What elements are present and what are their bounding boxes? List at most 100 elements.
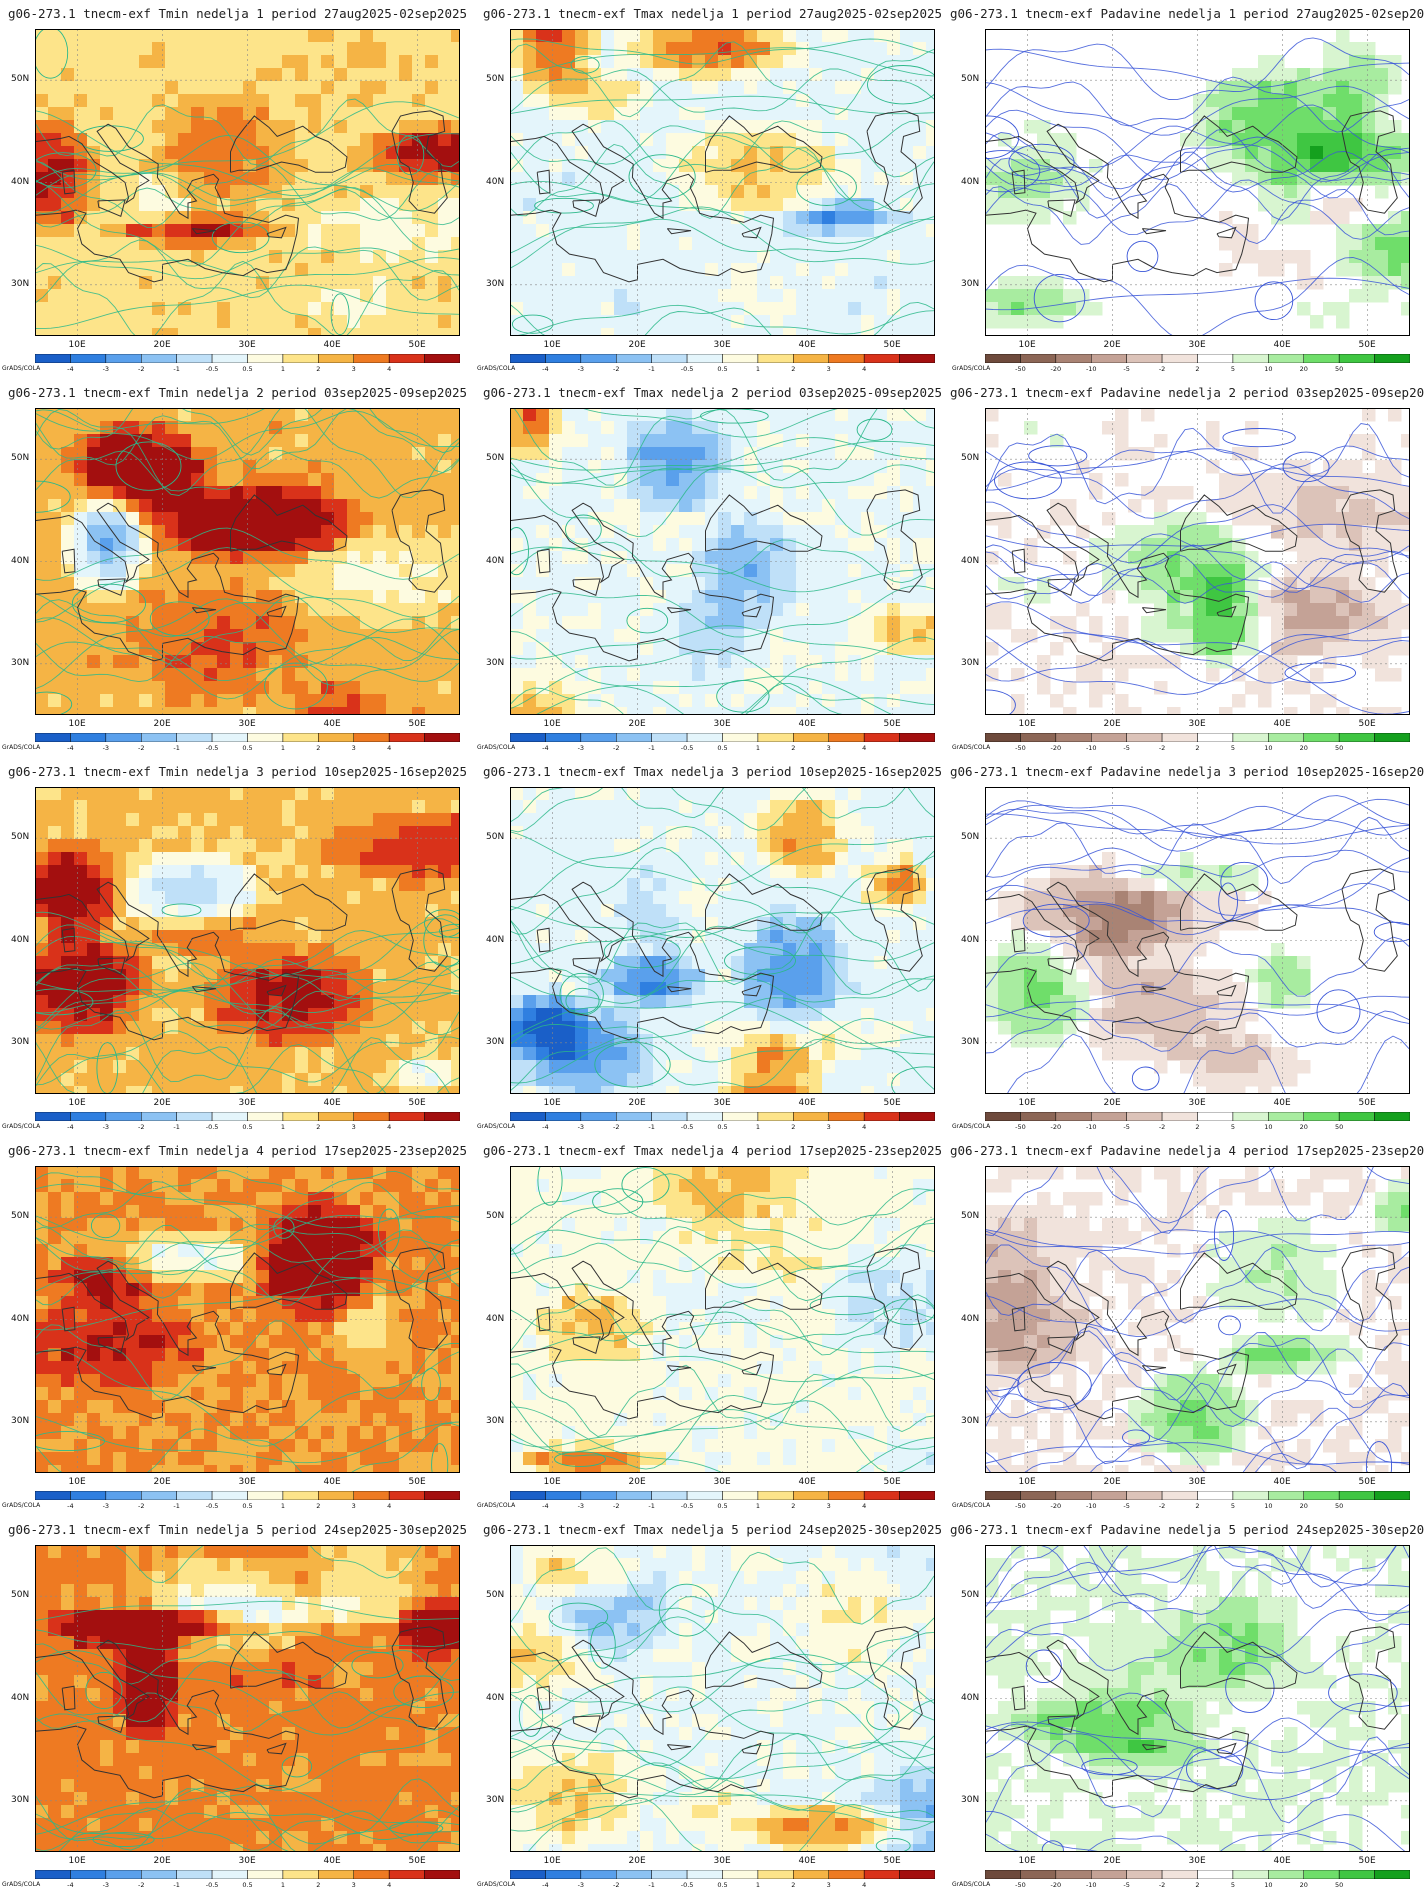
colorbar-swatch bbox=[863, 1112, 900, 1121]
colorbar-swatch bbox=[686, 1112, 723, 1121]
colorbar-tick: -3 bbox=[577, 1881, 585, 1889]
colorbar-tick: 3 bbox=[351, 1881, 356, 1889]
colorbar-swatch bbox=[722, 1491, 759, 1500]
lat-label: 50N bbox=[961, 453, 980, 464]
colorbar-swatch bbox=[1232, 733, 1269, 742]
colorbar-tick: 0.5 bbox=[717, 1123, 728, 1131]
colorbar-tick: 2 bbox=[791, 1123, 796, 1131]
lon-label: 30E bbox=[238, 1477, 256, 1487]
colorbar-tick: 3 bbox=[826, 1502, 831, 1510]
colorbar-tick: 1 bbox=[755, 1881, 760, 1889]
colorbar-swatch bbox=[1091, 1112, 1127, 1121]
colorbar-swatch bbox=[318, 733, 355, 742]
colorbar-swatch bbox=[282, 1491, 319, 1500]
colorbar-swatch bbox=[1126, 1112, 1163, 1121]
colorbar-swatch bbox=[616, 354, 652, 363]
coastline bbox=[391, 489, 448, 593]
colorbar-tick: -4 bbox=[67, 1502, 74, 1510]
lon-label: 40E bbox=[1273, 1477, 1291, 1487]
grads-brand: GrADS/COLA bbox=[952, 1881, 991, 1888]
grads-brand: GrADS/COLA bbox=[2, 1502, 41, 1509]
coastline bbox=[1011, 1685, 1026, 1711]
colorbar-tick: 10 bbox=[1264, 1123, 1273, 1131]
anomaly-map bbox=[510, 408, 935, 715]
lon-label: 10E bbox=[1018, 719, 1036, 729]
coastline bbox=[572, 578, 601, 596]
colorbar-swatch bbox=[828, 354, 865, 363]
colorbar bbox=[510, 1870, 935, 1879]
colorbar-swatch bbox=[353, 1870, 390, 1879]
coastline bbox=[191, 607, 217, 614]
colorbar-swatch bbox=[1020, 354, 1057, 363]
colorbar-tick: -3 bbox=[102, 1881, 110, 1889]
colorbar-swatch bbox=[1161, 1491, 1198, 1500]
panel-title: g06-273.1 tnecm-exf Tmax nedelja 4 perio… bbox=[482, 1143, 943, 1158]
lat-label: 50N bbox=[11, 1590, 30, 1601]
colorbar-tick: 0.5 bbox=[242, 1881, 253, 1889]
map-frame bbox=[985, 29, 1410, 336]
coastline bbox=[572, 199, 601, 217]
colorbar-swatch bbox=[793, 1112, 830, 1121]
coastline bbox=[572, 957, 601, 975]
colorbar-tick: 3 bbox=[826, 1881, 831, 1889]
colorbar-swatch bbox=[35, 354, 71, 363]
coastline bbox=[61, 1685, 76, 1711]
colorbar-swatch bbox=[651, 1870, 688, 1879]
colorbar-tick: -4 bbox=[67, 744, 74, 752]
coastline bbox=[572, 1336, 601, 1354]
grads-brand: GrADS/COLA bbox=[477, 1881, 516, 1888]
colorbar-swatch bbox=[1303, 1491, 1340, 1500]
colorbar-tick: 4 bbox=[862, 1881, 867, 1889]
colorbar-swatch bbox=[105, 1870, 142, 1879]
coastline bbox=[266, 1742, 287, 1755]
colorbar-tick: 0.5 bbox=[242, 1502, 253, 1510]
lon-label: 10E bbox=[543, 1856, 561, 1866]
colorbar-swatch bbox=[1020, 1491, 1057, 1500]
anomaly-map bbox=[510, 1166, 935, 1473]
coastline bbox=[97, 957, 126, 975]
colorbar-tick: -2 bbox=[138, 744, 145, 752]
lon-label: 40E bbox=[798, 1856, 816, 1866]
colorbar-swatch bbox=[722, 354, 759, 363]
colorbar-tick: 2 bbox=[316, 1881, 321, 1889]
grads-brand: GrADS/COLA bbox=[952, 1123, 991, 1130]
colorbar-tick: -1 bbox=[173, 1881, 180, 1889]
colorbar-tick: 4 bbox=[387, 744, 392, 752]
colorbar-tick: 50 bbox=[1335, 1502, 1344, 1510]
panel-title: g06-273.1 tnecm-exf Tmin nedelja 4 perio… bbox=[7, 1143, 468, 1158]
lat-label: 40N bbox=[11, 934, 30, 945]
lon-label: 40E bbox=[323, 1477, 341, 1487]
map-panel: g06-273.1 tnecm-exf Tmin nedelja 4 perio… bbox=[0, 1137, 475, 1516]
map-panel: g06-273.1 tnecm-exf Tmin nedelja 5 perio… bbox=[0, 1516, 475, 1895]
colorbar-tick: -2 bbox=[1158, 1123, 1166, 1131]
colorbar-swatch bbox=[141, 733, 177, 742]
lon-label: 50E bbox=[408, 1098, 426, 1108]
colorbar-swatch bbox=[1197, 1491, 1234, 1500]
anomaly-map bbox=[35, 408, 460, 715]
coastline bbox=[61, 548, 76, 574]
lat-label: 30N bbox=[961, 1036, 980, 1047]
colorbar-swatch bbox=[757, 1491, 794, 1500]
map-panel: g06-273.1 tnecm-exf Tmin nedelja 2 perio… bbox=[0, 379, 475, 758]
colorbar-swatch bbox=[1197, 733, 1234, 742]
colorbar-swatch bbox=[1303, 1112, 1340, 1121]
lon-label: 30E bbox=[238, 1098, 256, 1108]
colorbar-tick: 10 bbox=[1264, 1502, 1273, 1510]
coastline bbox=[666, 1744, 692, 1751]
colorbar-tick: 3 bbox=[826, 744, 831, 752]
anomaly-map bbox=[35, 29, 460, 336]
colorbar bbox=[985, 733, 1410, 742]
map-frame bbox=[510, 1545, 935, 1852]
colorbar-swatch bbox=[616, 733, 652, 742]
colorbar-swatch bbox=[1303, 354, 1340, 363]
colorbar-swatch bbox=[70, 1112, 107, 1121]
coastline bbox=[1341, 1247, 1398, 1351]
colorbar bbox=[510, 354, 935, 363]
colorbar-tick: 1 bbox=[280, 365, 285, 373]
coastline bbox=[97, 578, 126, 596]
colorbar-swatch bbox=[616, 1112, 652, 1121]
colorbar-tick: -4 bbox=[67, 1123, 74, 1131]
colorbar-swatch bbox=[424, 354, 460, 363]
colorbar-swatch bbox=[388, 354, 425, 363]
colorbar-tick: -20 bbox=[1050, 1502, 1062, 1510]
